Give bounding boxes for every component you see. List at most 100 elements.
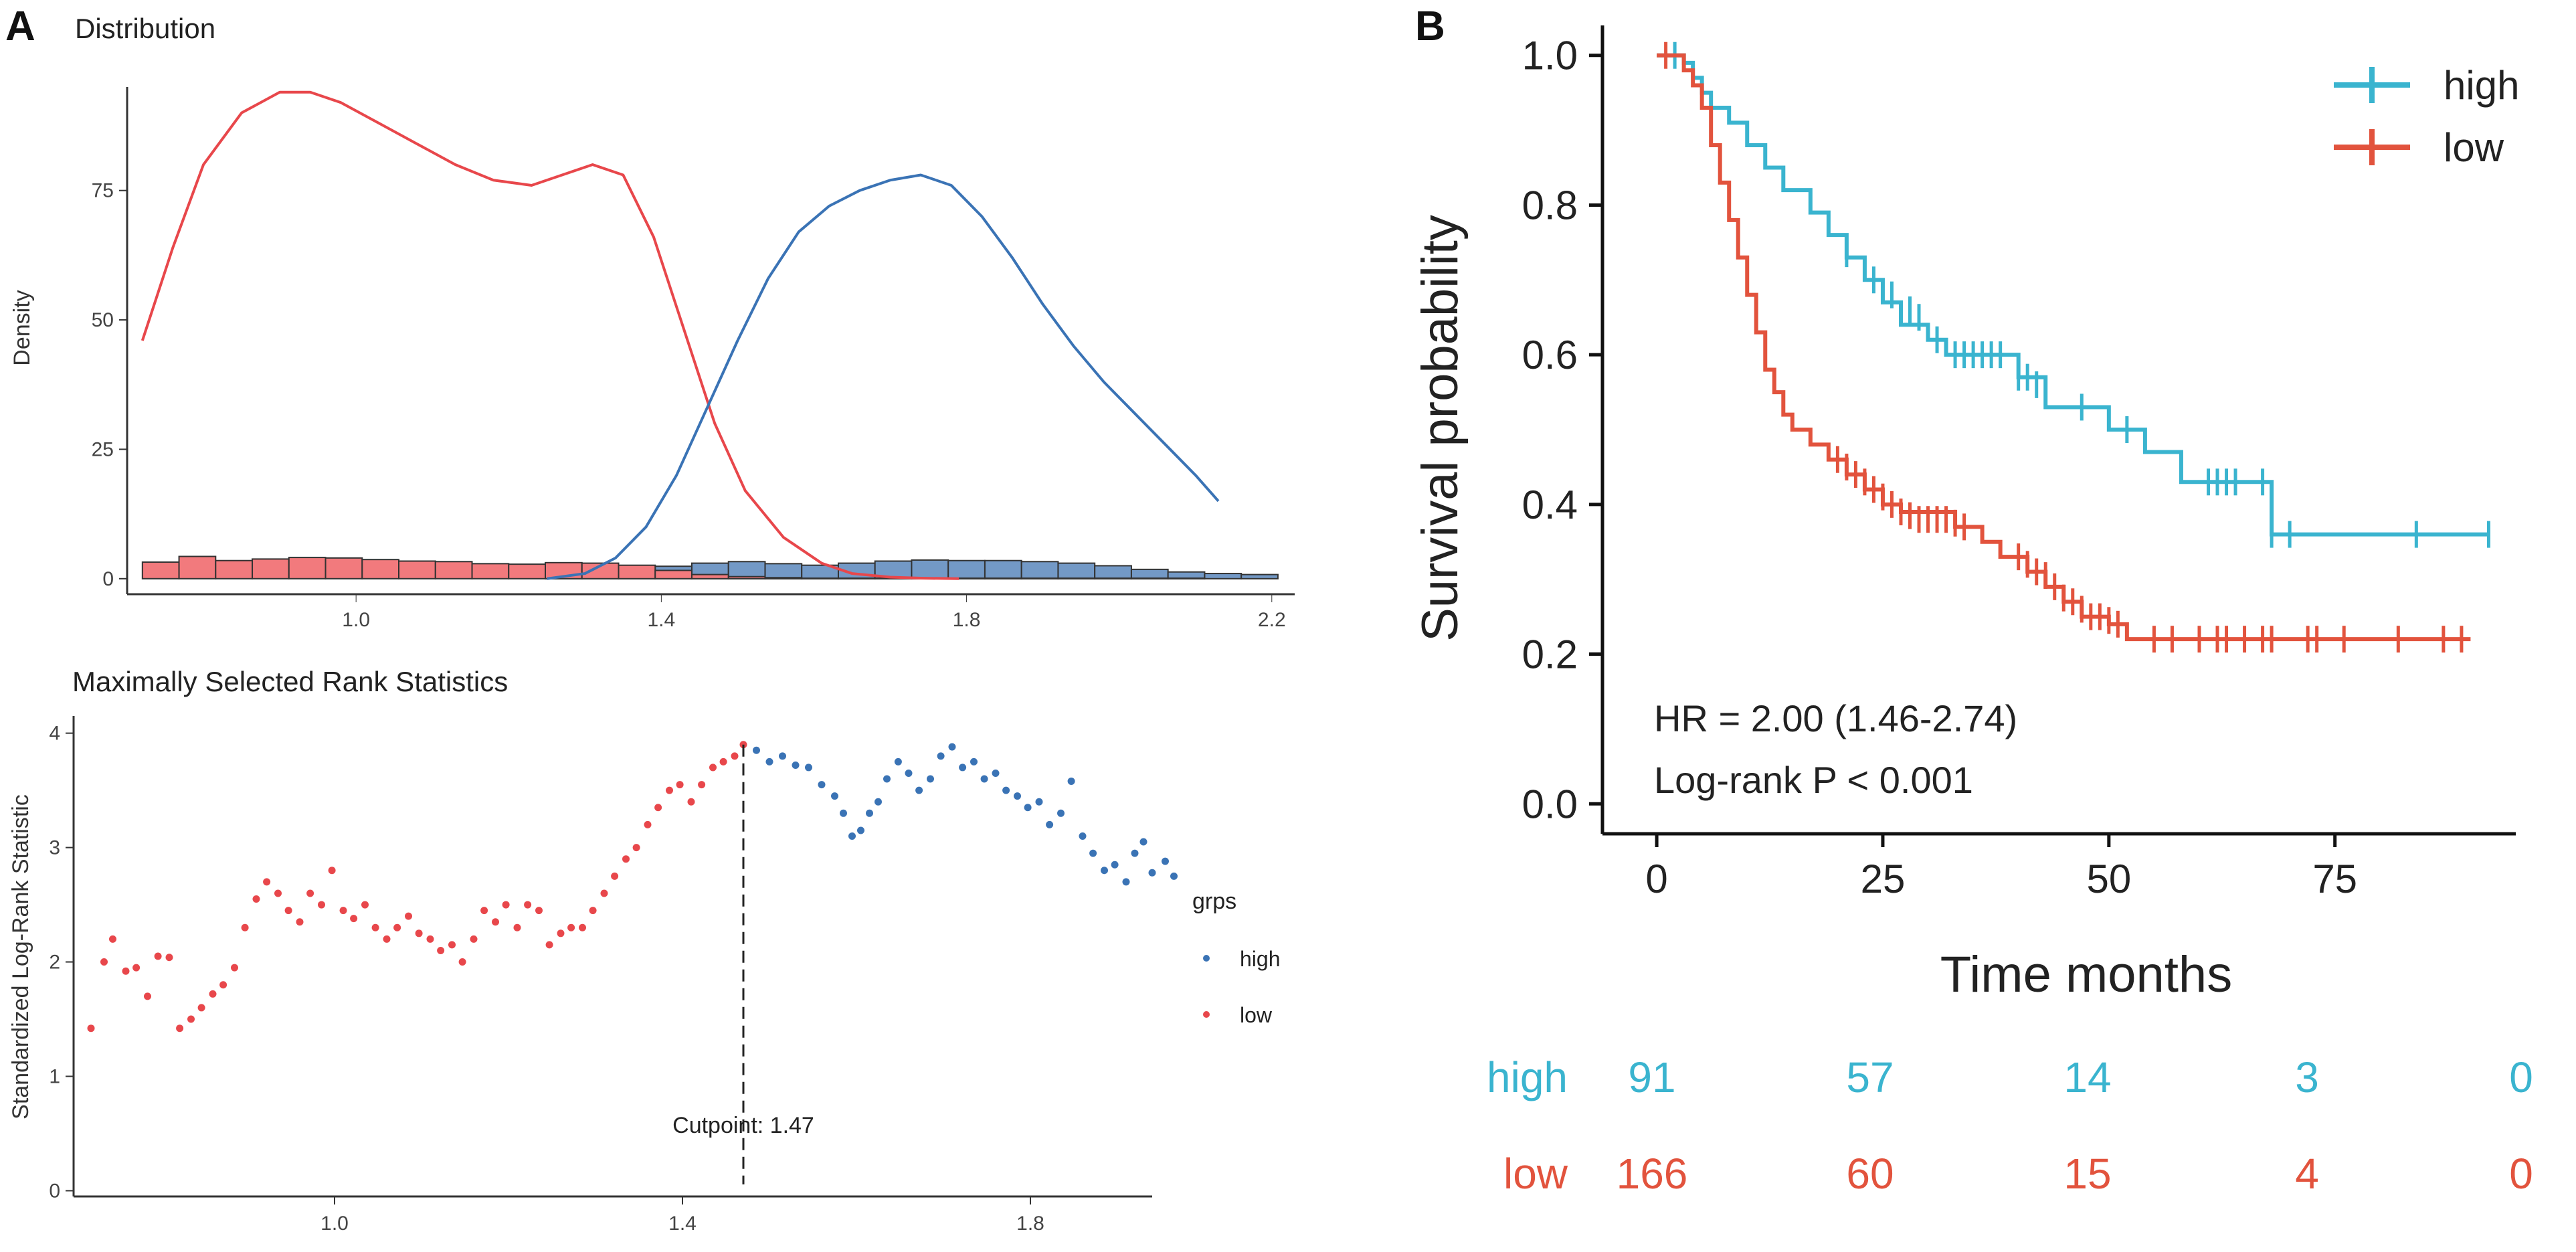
rank-point-low: [383, 935, 391, 943]
panel-b: B Survival probability Time months 0 25 50…: [1412, 3, 2533, 1198]
rank-point-low: [393, 923, 401, 931]
rank-point-low: [644, 820, 652, 828]
distribution-axes: [126, 87, 1295, 596]
rank-point-low: [339, 907, 347, 915]
km-xlabel: Time months: [1940, 946, 2232, 1003]
rank-point-low: [231, 964, 238, 972]
rank-point-high: [980, 775, 988, 783]
km-curves: [1657, 41, 2490, 653]
rank-point-low: [328, 867, 336, 875]
rank-point-low: [306, 889, 314, 897]
km-x-tick-label: 50: [2086, 857, 2131, 901]
distribution-x-tick-label: 1.8: [953, 609, 981, 631]
rank-point-high: [779, 752, 786, 760]
rank-point-low: [415, 929, 423, 937]
km-x-tick-label: 0: [1645, 857, 1667, 901]
risk-high-cell-4: 0: [2509, 1053, 2533, 1101]
rank-point-low: [622, 855, 630, 863]
grps-legend-high-label: high: [1240, 947, 1281, 971]
hist-bar-low: [1094, 577, 1132, 579]
rank-point-low: [492, 918, 499, 926]
rank-point-high: [840, 809, 847, 817]
hist-bar-high: [911, 559, 949, 579]
distribution-histogram: [141, 555, 1279, 579]
hist-bar-low: [727, 575, 766, 579]
rank-point-high: [1067, 777, 1075, 785]
rank-point-high: [1170, 872, 1178, 880]
grps-legend-high-marker: [1203, 955, 1210, 962]
risk-table: high low 91 57 14 3 0 166 60 15 4 0: [1487, 1053, 2533, 1198]
rank-point-low: [350, 915, 358, 923]
rank-point-low: [263, 878, 271, 886]
hist-bar-low: [325, 557, 363, 579]
km-y-tick-label: 0.2: [1522, 632, 1578, 677]
rank-point-low: [219, 981, 227, 989]
rank-point-low: [676, 781, 684, 789]
rank-point-high: [792, 762, 800, 770]
rank-point-high: [1024, 804, 1032, 812]
rank-point-high: [883, 775, 891, 783]
rank-y-tick-label: 0: [49, 1180, 60, 1202]
panel-a: A Distribution Density 1.0 1.4 1.8 2.2 0 25 50…: [5, 3, 1295, 631]
hist-bar-high: [764, 563, 803, 579]
rank-point-low: [567, 923, 575, 931]
hist-bar-low: [361, 559, 400, 579]
km-curve-high: [1657, 53, 2489, 537]
rank-point-low: [197, 1004, 205, 1012]
rank-point-low: [557, 929, 565, 937]
rank-point-high: [818, 781, 826, 789]
hist-bar-low: [1167, 577, 1206, 579]
risk-low-cell-0: 166: [1617, 1150, 1688, 1198]
rank-point-high: [1162, 857, 1169, 865]
risk-high-cell-2: 14: [2063, 1053, 2111, 1101]
km-ticks: 0 25 50 75 0.0 0.2 0.4 0.6 0.8 1.0: [1522, 33, 2357, 901]
risk-table-high-label: high: [1487, 1053, 1568, 1101]
rank-y-tick-label: 3: [49, 837, 60, 859]
risk-low-cell-4: 0: [2509, 1150, 2533, 1198]
rank-point-low: [666, 786, 673, 794]
distribution-y-tick-label: 50: [92, 309, 114, 331]
rank-point-low: [296, 918, 304, 926]
rank-point-high: [765, 757, 773, 766]
rank-point-low: [241, 923, 249, 931]
rank-point-low: [284, 907, 292, 915]
distribution-title: Distribution: [75, 13, 215, 44]
hist-bar-low: [801, 577, 839, 579]
rank-point-low: [502, 901, 510, 909]
km-curve-low: [1657, 53, 2471, 642]
rank-x-tick-label: 1.8: [1016, 1213, 1044, 1235]
rank-point-high: [753, 746, 760, 754]
hist-bar-high: [1094, 565, 1132, 579]
rank-point-high: [1089, 849, 1097, 857]
rank-point-low: [545, 941, 553, 949]
rank-point-low: [513, 923, 521, 931]
distribution-x-tick-label: 1.0: [342, 609, 370, 631]
rank-point-low: [731, 752, 739, 760]
rank-point-high: [875, 798, 882, 806]
hist-bar-low: [654, 569, 693, 579]
rank-point-high: [805, 764, 812, 772]
rank-point-low: [600, 889, 608, 897]
panel-b-label: B: [1415, 3, 1445, 50]
hist-bar-high: [947, 559, 986, 579]
rank-point-high: [1014, 792, 1021, 800]
rank-point-high: [992, 769, 1000, 777]
rank-point-low: [535, 907, 543, 915]
rank-stats-ylabel: Standardized Log-Rank Statistic: [8, 794, 33, 1120]
hist-bar-high: [1057, 562, 1096, 579]
hist-bar-low: [434, 561, 473, 579]
rank-point-low: [405, 912, 412, 920]
rank-point-high: [1035, 798, 1043, 806]
rank-point-high: [1122, 878, 1130, 886]
rank-point-low: [579, 923, 586, 931]
rank-point-high: [927, 775, 934, 783]
panel-a-label: A: [5, 3, 35, 50]
rank-point-high: [948, 743, 956, 751]
panel-a-rank-stats: Maximally Selected Rank Statistics Stand…: [8, 666, 1281, 1235]
distribution-y-tick-label: 75: [92, 180, 114, 202]
hist-bar-low: [1130, 577, 1169, 579]
rank-point-low: [154, 952, 162, 960]
hist-bar-low: [984, 577, 1022, 579]
hazard-ratio-text: HR = 2.00 (1.46-2.74): [1654, 697, 2017, 739]
